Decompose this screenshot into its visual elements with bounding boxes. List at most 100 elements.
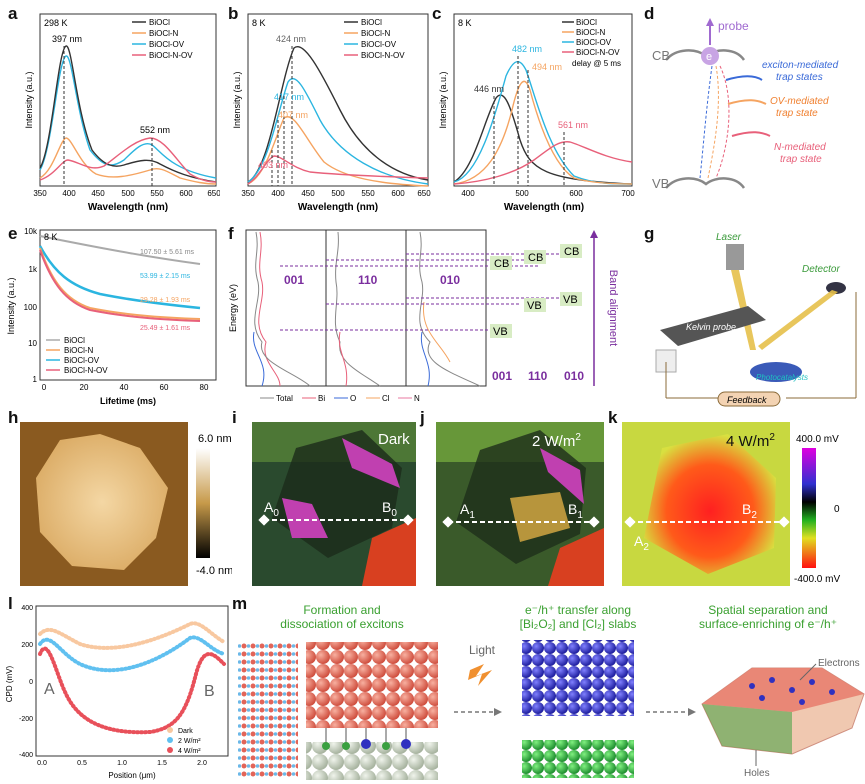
svg-text:VB: VB <box>527 300 542 312</box>
svg-text:1.5: 1.5 <box>157 760 167 767</box>
panel-i-kpfm-dark: Dark A0 B0 <box>252 422 416 586</box>
y-ticks: 400 200 0 -200 -400 <box>19 605 33 759</box>
legend: Total Bi O Cl N <box>260 394 420 403</box>
svg-text:107.50 ± 5.61 ms: 107.50 ± 5.61 ms <box>140 249 195 256</box>
panel-label-a: a <box>8 4 18 23</box>
light-label: Light <box>469 643 496 657</box>
y-label: CPD (mV) <box>5 665 14 702</box>
svg-text:BiOCl-N-OV: BiOCl-N-OV <box>64 366 108 375</box>
electron-slab <box>522 640 634 716</box>
svg-text:0.0: 0.0 <box>37 760 47 767</box>
colorbar-mid: 0 <box>834 504 840 515</box>
legend: Dark 2 W/m² 4 W/m² <box>167 727 201 755</box>
svg-text:550: 550 <box>150 189 164 198</box>
series-n-ov <box>247 155 429 185</box>
peak-417: 417 nm <box>274 92 304 102</box>
series-biocl <box>39 45 217 183</box>
svg-text:Kelvin probe: Kelvin probe <box>686 322 736 332</box>
panel-c-spectrum: 8 K 482 nm 494 nm 446 nm 561 nm BiOCl Bi… <box>438 13 635 213</box>
svg-text:trap state: trap state <box>776 108 818 119</box>
x-label: Lifetime (ms) <box>100 396 156 406</box>
series-n <box>453 80 633 185</box>
x-ticks: 0.0 0.5 1.0 1.5 2.0 <box>37 760 207 767</box>
svg-text:0.5: 0.5 <box>77 760 87 767</box>
svg-text:BiOCl: BiOCl <box>64 336 85 345</box>
svg-text:VB: VB <box>563 294 578 306</box>
step2-title-line2: [Bi₂O₂] and [Cl₂] slabs <box>520 617 637 631</box>
svg-text:80: 80 <box>200 383 209 392</box>
svg-text:Photocatalysts: Photocatalysts <box>756 373 808 382</box>
svg-text:BiOCl-OV: BiOCl-OV <box>576 38 612 47</box>
peak2-label: 552 nm <box>140 125 170 135</box>
colorbar-bottom: -400.0 mV <box>794 574 840 585</box>
svg-text:delay @ 5 ms: delay @ 5 ms <box>572 59 621 68</box>
facet-110: 110 <box>358 273 378 287</box>
panel-label-b: b <box>228 4 239 23</box>
light-icon <box>468 664 492 686</box>
panel-label-m: m <box>232 594 248 613</box>
svg-text:400: 400 <box>271 189 285 198</box>
axes-frame <box>247 13 429 187</box>
panel-g-kpfm-setup: Laser Detector Kelvin probe Photocatalys… <box>655 232 857 407</box>
svg-text:BiOCl-N-OV: BiOCl-N-OV <box>361 51 405 60</box>
panel-label-d: d <box>644 4 655 23</box>
svg-text:1.0: 1.0 <box>117 760 127 767</box>
peak-561: 561 nm <box>558 120 588 130</box>
series-ov <box>38 245 201 310</box>
temp-label: 8 K <box>458 18 472 28</box>
svg-text:40: 40 <box>120 383 129 392</box>
panel-h-afm: 6.0 nm -4.0 nm <box>20 422 232 586</box>
point-b1: B1 <box>568 501 583 521</box>
y-label: Energy (eV) <box>228 284 238 332</box>
svg-text:0: 0 <box>42 383 47 392</box>
x-label: Wavelength (nm) <box>298 202 378 213</box>
panel-label-e: e <box>8 224 18 243</box>
svg-text:trap states: trap states <box>776 72 823 83</box>
panel-label-l: l <box>8 594 13 613</box>
temp-label: 298 K <box>44 18 68 28</box>
svg-text:BiOCl-N: BiOCl-N <box>576 28 606 37</box>
svg-text:trap state: trap state <box>780 154 822 165</box>
afm-flake <box>36 434 168 570</box>
peak-446: 446 nm <box>474 84 504 94</box>
svg-text:650: 650 <box>207 189 220 198</box>
temp-label: 8 K <box>44 232 58 242</box>
series-n-ov <box>39 249 201 322</box>
svg-text:Cl: Cl <box>382 394 390 403</box>
step1-title-line1: Formation and <box>303 603 380 617</box>
feedback-box <box>717 391 781 407</box>
panel-k-kpfm-4w: 4 W/m2 A2 B2 400.0 mV 0 -400.0 mV <box>622 422 840 586</box>
potential-colorbar <box>802 448 816 568</box>
legend: BiOCl BiOCl-N BiOCl-OV BiOCl-N-OV <box>132 18 193 60</box>
svg-text:350: 350 <box>33 189 47 198</box>
step1-title-line2: dissociation of excitons <box>280 617 403 631</box>
svg-text:450: 450 <box>91 189 105 198</box>
svg-text:0: 0 <box>29 679 33 686</box>
svg-text:20: 20 <box>80 383 89 392</box>
series-ov <box>453 61 633 185</box>
peak-424: 424 nm <box>276 34 306 44</box>
svg-text:600: 600 <box>391 189 405 198</box>
panel-m-schematic: Formation and dissociation of excitons L… <box>238 603 865 780</box>
svg-text:VB: VB <box>493 326 508 338</box>
svg-text:1k: 1k <box>29 265 38 274</box>
svg-text:600: 600 <box>179 189 193 198</box>
svg-text:BiOCl-OV: BiOCl-OV <box>361 40 397 49</box>
x-ticks: 350 400 450 500 550 600 650 <box>33 189 220 198</box>
panel-label-j: j <box>420 408 425 427</box>
series-dark <box>38 621 226 650</box>
y-label: Intensity (a.u.) <box>6 277 16 334</box>
panel-label-k: k <box>608 408 618 427</box>
panel-a-spectrum: 298 K 397 nm 552 nm BiOCl BiOCl-N BiOCl-… <box>24 13 220 213</box>
x-label: Position (μm) <box>108 771 156 780</box>
svg-text:600: 600 <box>569 189 583 198</box>
panel-j-kpfm-2w: 2 W/m2 A1 B1 <box>436 422 604 586</box>
svg-text:110: 110 <box>528 369 548 383</box>
svg-text:BiOCl-N: BiOCl-N <box>361 29 391 38</box>
svg-text:BiOCl-N: BiOCl-N <box>149 29 179 38</box>
panel-label-c: c <box>432 4 442 23</box>
panel-b-spectrum: 8 K 424 nm 417 nm 407 nm 403 nm BiOCl Bi… <box>232 13 431 213</box>
svg-text:650: 650 <box>417 189 431 198</box>
svg-text:BiOCl-OV: BiOCl-OV <box>64 356 100 365</box>
series-n <box>39 137 217 185</box>
